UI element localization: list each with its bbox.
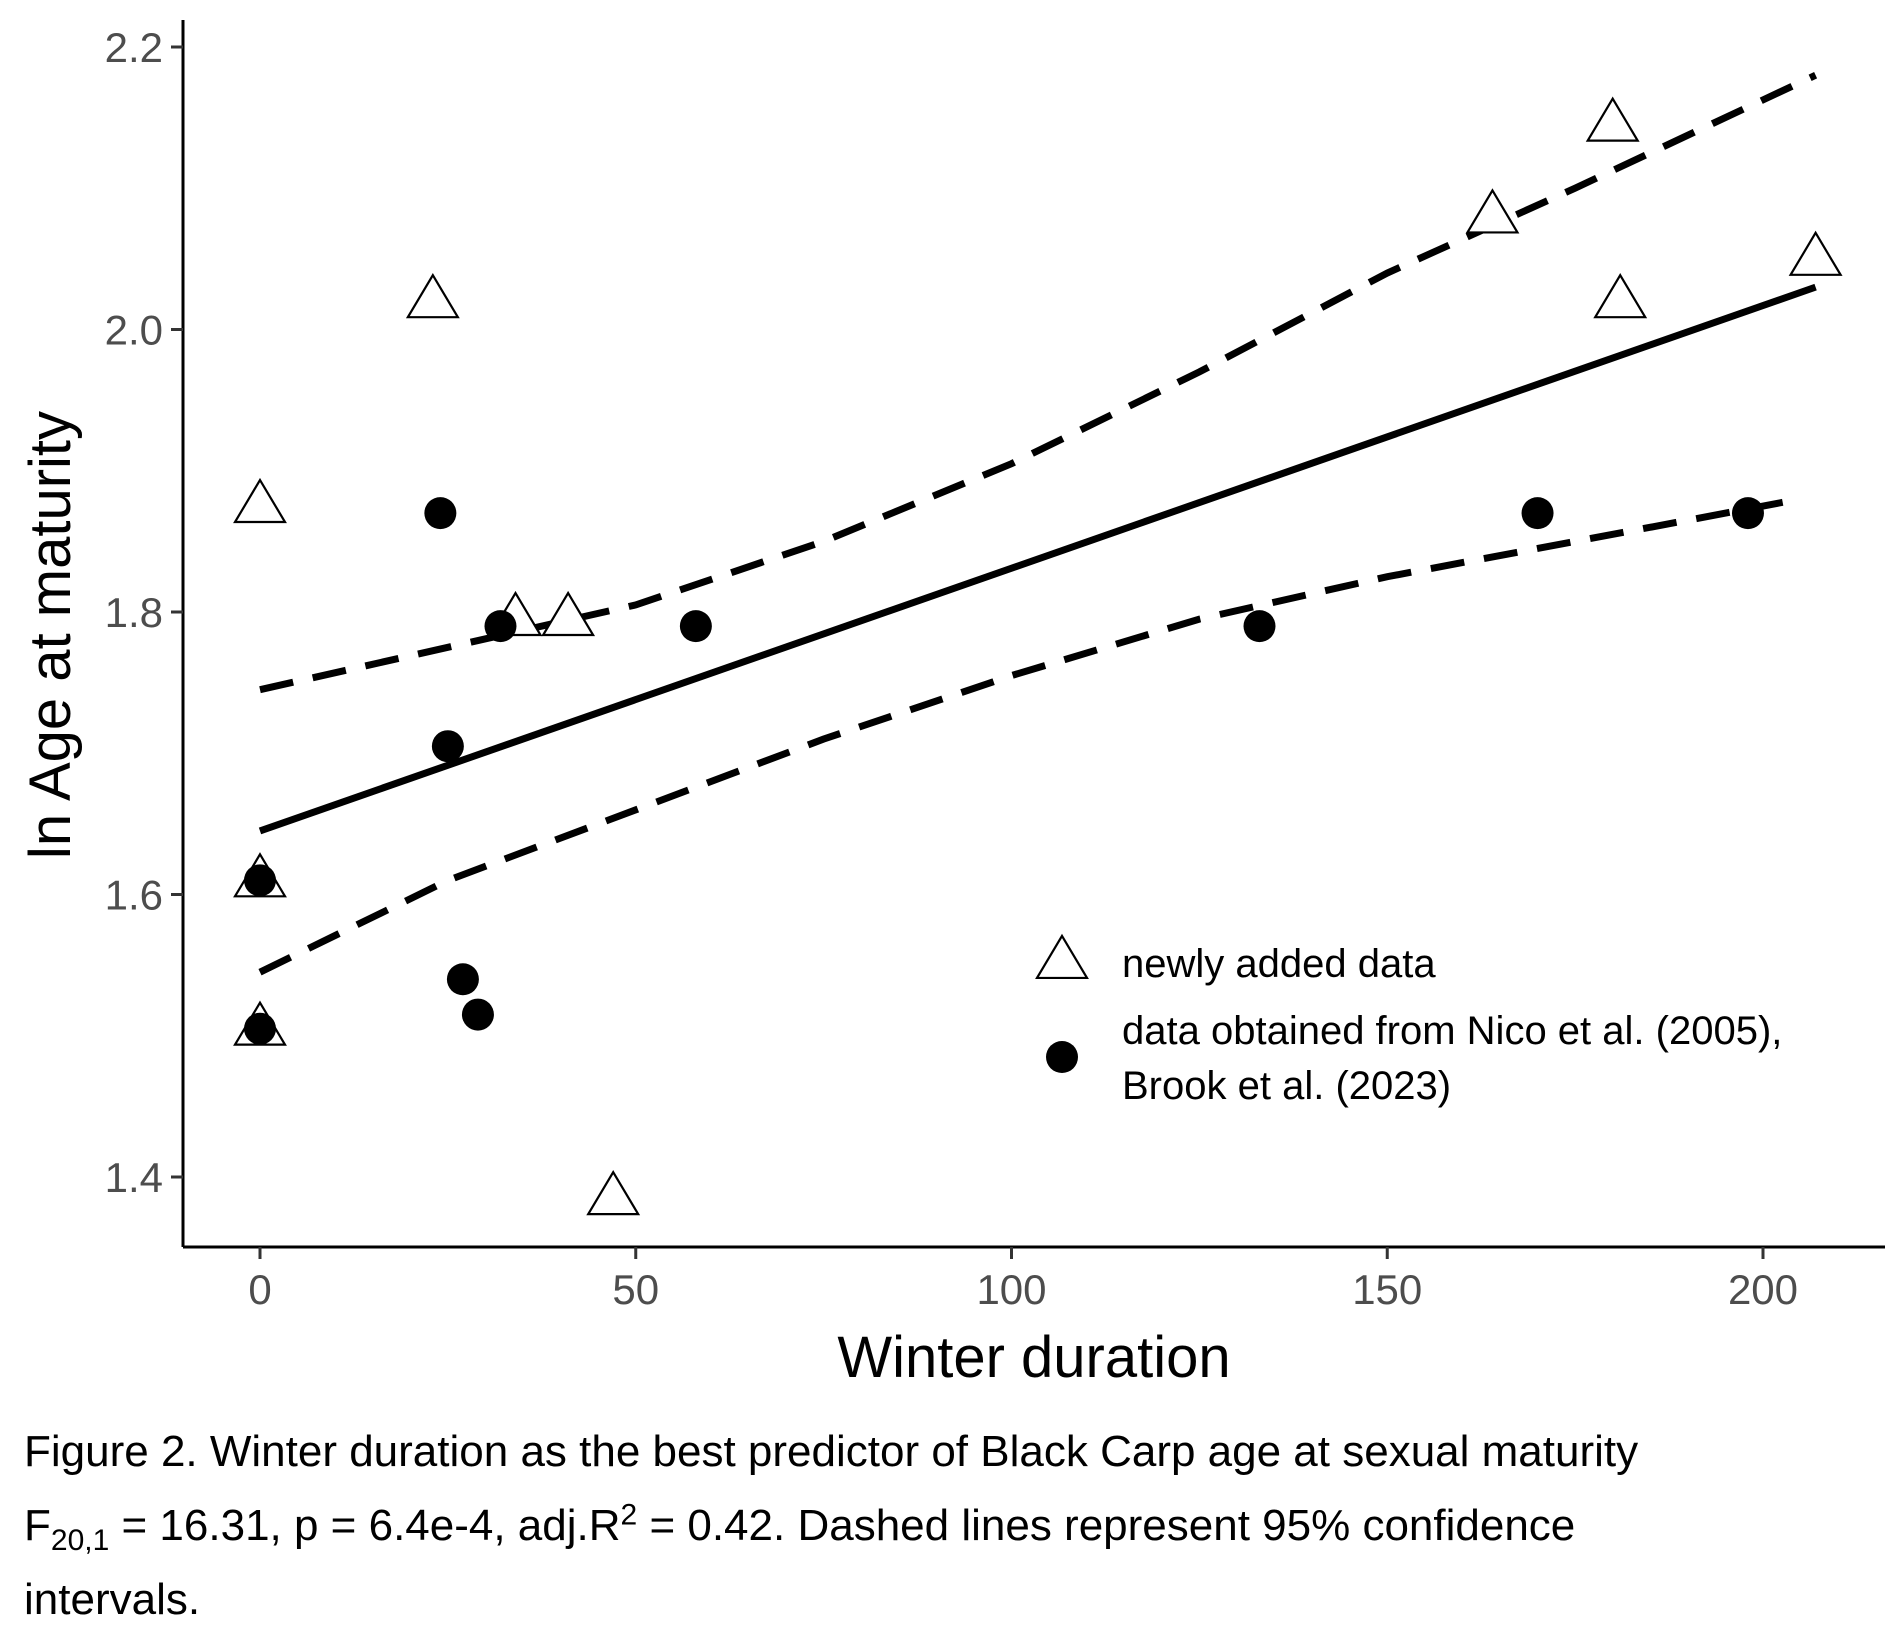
x-axis-title: Winter duration bbox=[837, 1325, 1230, 1390]
circle-point bbox=[244, 864, 276, 897]
triangle-point bbox=[405, 273, 460, 319]
caption-f-subscript: 20,1 bbox=[50, 1523, 110, 1557]
circle-point bbox=[1521, 497, 1554, 530]
caption-f-value: = 16.31, p = 6.4e-4, adj.R bbox=[109, 1501, 621, 1550]
y-tick-label: 2.0 bbox=[105, 307, 163, 354]
triangle-point bbox=[1585, 96, 1640, 142]
circle-point bbox=[484, 610, 517, 643]
caption-line-3: intervals. bbox=[24, 1575, 201, 1624]
triangle-point bbox=[541, 590, 596, 637]
data-points-layer bbox=[233, 96, 1843, 1216]
triangle-point bbox=[1465, 188, 1520, 234]
confidence-interval-layer bbox=[258, 72, 1818, 976]
regression-line-layer bbox=[258, 283, 1817, 835]
figure-caption: Figure 2. Winter duration as the best pr… bbox=[24, 1415, 1884, 1637]
caption-line-2: F20,1 = 16.31, p = 6.4e-4, adj.R2 = 0.42… bbox=[24, 1489, 1884, 1563]
legend: newly added data data obtained from Nico … bbox=[1035, 933, 1782, 1108]
caption-r-value: = 0.42. Dashed lines represent 95% confi… bbox=[637, 1501, 1576, 1550]
x-tick-label: 200 bbox=[1728, 1266, 1798, 1313]
circle-point bbox=[446, 963, 479, 996]
caption-r-superscript: 2 bbox=[620, 1498, 638, 1532]
circle-point bbox=[424, 497, 457, 530]
x-tick-label: 150 bbox=[1352, 1266, 1422, 1313]
legend-label-prior-data-line2: Brook et al. (2023) bbox=[1122, 1064, 1451, 1108]
ci-lower-line bbox=[258, 495, 1802, 976]
circle-point bbox=[244, 1012, 276, 1045]
legend-label-new-data: newly added data bbox=[1122, 942, 1436, 986]
scatter-chart: 0 50 100 150 200 1.4 1.6 1.8 2.0 2.2 Winter durati… bbox=[18, 20, 1885, 1390]
triangle-point bbox=[1788, 230, 1843, 276]
legend-circle-key bbox=[1046, 1041, 1078, 1073]
x-tick-label: 100 bbox=[976, 1266, 1046, 1313]
axes-layer: 0 50 100 150 200 1.4 1.6 1.8 2.0 2.2 Winter durati… bbox=[18, 20, 1885, 1390]
circle-point bbox=[679, 610, 712, 643]
triangle-point bbox=[1593, 273, 1648, 319]
y-tick-label: 1.8 bbox=[105, 589, 163, 636]
triangle-point bbox=[233, 477, 287, 524]
legend-triangle-key bbox=[1035, 933, 1089, 980]
circle-point bbox=[1731, 497, 1764, 530]
circle-point bbox=[1243, 610, 1276, 643]
y-tick-label: 2.2 bbox=[105, 24, 163, 71]
x-tick-label: 0 bbox=[248, 1266, 271, 1313]
circle-point bbox=[431, 730, 464, 763]
y-axis-title: ln Age at maturity bbox=[18, 411, 83, 859]
legend-label-prior-data: data obtained from Nico et al. (2005), bbox=[1122, 1009, 1782, 1053]
caption-line-1: Figure 2. Winter duration as the best pr… bbox=[24, 1427, 1639, 1476]
ci-upper-line bbox=[259, 72, 1818, 694]
y-tick-label: 1.6 bbox=[105, 872, 163, 919]
x-tick-label: 50 bbox=[612, 1266, 659, 1313]
caption-f-label: F bbox=[24, 1501, 51, 1550]
regression-line bbox=[258, 283, 1817, 835]
triangle-point bbox=[586, 1169, 641, 1216]
circle-point bbox=[461, 998, 494, 1031]
y-tick-label: 1.4 bbox=[105, 1154, 163, 1201]
